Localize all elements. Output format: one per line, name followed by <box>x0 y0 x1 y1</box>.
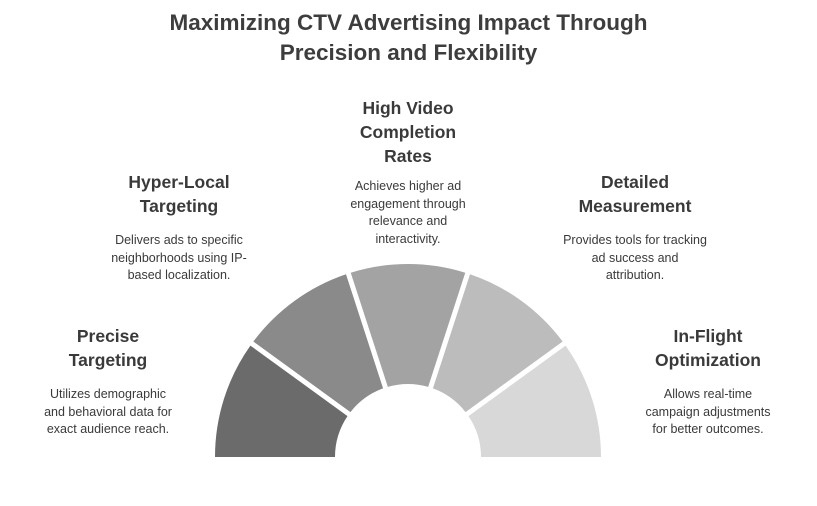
heading-precise-targeting: Precise Targeting <box>68 326 148 370</box>
segment-high-video-completion <box>350 264 466 387</box>
title-line-2: Precision and Flexibility <box>279 40 538 65</box>
label-in-flight-optimization: In-Flight Optimization Allows real-time … <box>614 324 802 439</box>
title-line-1: Maximizing CTV Advertising Impact Throug… <box>169 10 648 35</box>
heading-hyper-local-targeting: Hyper-Local Targeting <box>128 172 230 216</box>
heading-high-video-completion: High Video Completion Rates <box>359 98 457 166</box>
description-high-video-completion: Achieves higher ad engagement through re… <box>350 179 466 246</box>
diagram-title: Maximizing CTV Advertising Impact Throug… <box>0 8 817 68</box>
segment-precise-targeting <box>215 345 348 457</box>
description-hyper-local-targeting: Delivers ads to specific neighborhoods u… <box>111 233 247 282</box>
description-in-flight-optimization: Allows real-time campaign adjustments fo… <box>645 387 771 436</box>
segment-in-flight-optimization <box>468 345 601 457</box>
label-hyper-local-targeting: Hyper-Local Targeting Delivers ads to sp… <box>84 170 274 285</box>
description-detailed-measurement: Provides tools for tracking ad success a… <box>563 233 707 282</box>
segment-hyper-local-targeting <box>253 274 384 413</box>
label-high-video-completion: High Video Completion Rates Achieves hig… <box>314 96 502 248</box>
segment-detailed-measurement <box>432 274 563 413</box>
label-precise-targeting: Precise Targeting Utilizes demographic a… <box>20 324 196 439</box>
description-precise-targeting: Utilizes demographic and behavioral data… <box>44 387 172 436</box>
label-detailed-measurement: Detailed Measurement Provides tools for … <box>530 170 740 285</box>
heading-in-flight-optimization: In-Flight Optimization <box>655 326 761 370</box>
heading-detailed-measurement: Detailed Measurement <box>578 172 692 216</box>
